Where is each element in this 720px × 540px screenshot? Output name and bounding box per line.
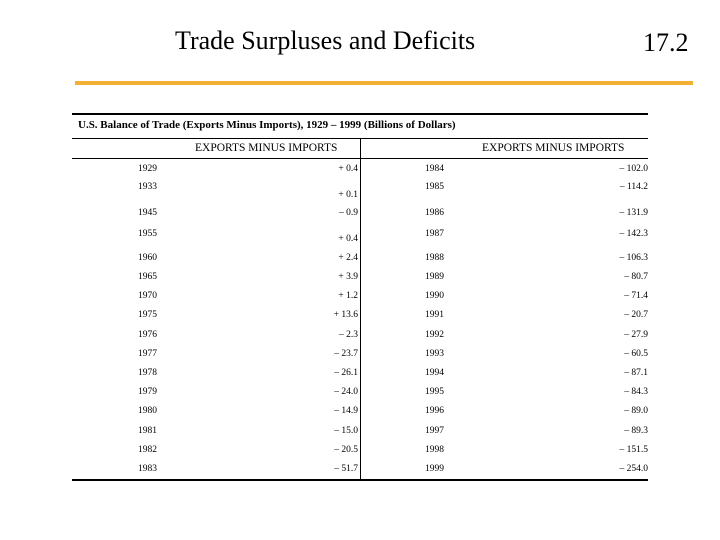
table-cell: 1989 [425,272,444,282]
table-cell: 1983 [138,464,157,474]
table-cell: 1988 [425,253,444,263]
table-cell: – 80.7 [624,272,648,282]
table-cell: 1990 [425,291,444,301]
table-cell: 1978 [138,368,157,378]
table-cell: 1994 [425,368,444,378]
table-cell: 1987 [425,229,444,239]
table-cell: – 60.5 [624,349,648,359]
table-cell: 1995 [425,387,444,397]
table-caption: U.S. Balance of Trade (Exports Minus Imp… [78,119,456,131]
table-cell: 1977 [138,349,157,359]
table-cell: 1960 [138,253,157,263]
table-cell: – 71.4 [624,291,648,301]
table-cell: – 102.0 [619,164,649,174]
table-cell: 1997 [425,426,444,436]
table-cell: 1933 [138,182,157,192]
table-cell: + 0.4 [338,234,358,244]
table-cell: 1982 [138,445,157,455]
table-cell: – 23.7 [334,349,358,359]
table-cell: + 2.4 [338,253,358,263]
table-cell: – 84.3 [624,387,648,397]
table-cell: – 0.9 [339,208,358,218]
table-cell: 1981 [138,426,157,436]
table-cell: – 114.2 [619,182,648,192]
table-cell: 1929 [138,164,157,174]
table-cell: – 27.9 [624,330,648,340]
table-cell: 1976 [138,330,157,340]
table-cell: – 20.7 [624,310,648,320]
column-header: EXPORTS MINUS IMPORTS [195,142,338,154]
table-cell: – 254.0 [619,464,649,474]
table-cell: 1965 [138,272,157,282]
table-cell: – 151.5 [619,445,649,455]
table-cell: 1955 [138,229,157,239]
table-top-border [72,113,648,115]
table-cell: 1991 [425,310,444,320]
slide-title: Trade Surpluses and Deficits [175,26,476,55]
table-cell: + 3.9 [338,272,358,282]
table-cell: – 2.3 [339,330,358,340]
column-divider [360,138,361,480]
table-cell: – 89.3 [624,426,648,436]
table-cell: 1993 [425,349,444,359]
table-cell: + 0.4 [338,164,358,174]
table-cell: + 13.6 [333,310,358,320]
table-cell: 1945 [138,208,157,218]
table-cell: – 89.0 [624,406,648,416]
table-cell: – 26.1 [334,368,358,378]
table-cell: + 1.2 [338,291,358,301]
table-cell: 1998 [425,445,444,455]
table-cell: 1999 [425,464,444,474]
table-cell: – 20.5 [334,445,358,455]
table-cell: – 142.3 [619,229,649,239]
table-cell: – 51.7 [334,464,358,474]
table-cell: 1996 [425,406,444,416]
title-rule [75,81,693,85]
table-cell: 1979 [138,387,157,397]
column-header: EXPORTS MINUS IMPORTS [482,142,625,154]
table-cell: 1985 [425,182,444,192]
table-cell: 1992 [425,330,444,340]
table-cell: – 106.3 [619,253,649,263]
table-cell: – 131.9 [619,208,649,218]
table-cell: 1975 [138,310,157,320]
table-cell: 1970 [138,291,157,301]
table-cell: – 24.0 [334,387,358,397]
table-cell: 1980 [138,406,157,416]
table-cell: – 87.1 [624,368,648,378]
table-cell: – 14.9 [334,406,358,416]
table-cell: + 0.1 [338,190,358,200]
table-bottom-border [72,479,648,481]
table-cell: – 15.0 [334,426,358,436]
table-cell: 1986 [425,208,444,218]
table-cell: 1984 [425,164,444,174]
section-number: 17.2 [643,28,689,57]
